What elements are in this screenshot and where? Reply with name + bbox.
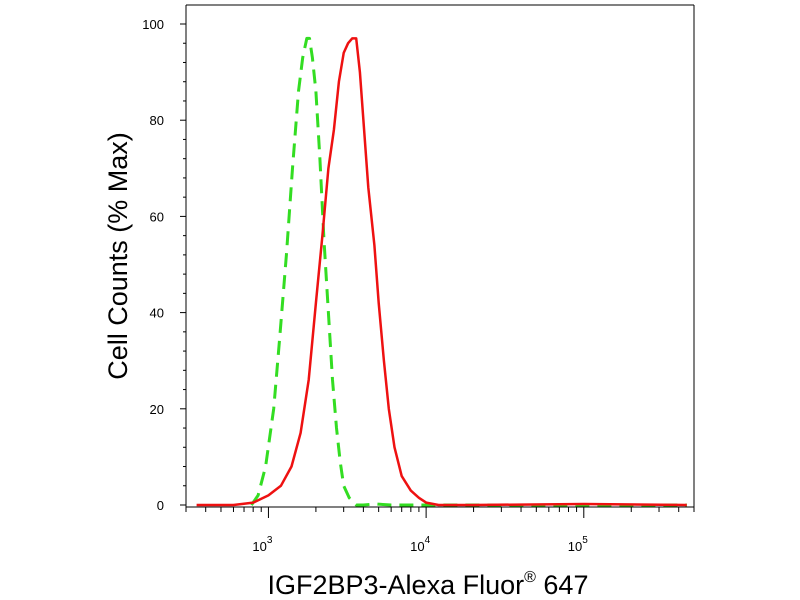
series-layer xyxy=(196,36,687,507)
x-axis-title-suffix: 647 xyxy=(536,570,589,600)
x-axis-title-superscript: ® xyxy=(524,569,536,586)
y-tick-label: 80 xyxy=(150,113,164,128)
control-series-line xyxy=(250,36,687,507)
y-tick-label: 20 xyxy=(150,402,164,417)
x-tick-base: 10 xyxy=(252,539,266,554)
sample-series-line xyxy=(196,37,687,507)
x-tick-exponent: 3 xyxy=(267,535,273,546)
y-axis-ticks: 0 20 40 60 80 100 xyxy=(142,17,186,513)
x-tick-base: 10 xyxy=(568,539,582,554)
x-tick-label: 104 xyxy=(410,535,430,554)
y-tick-label: 60 xyxy=(150,209,164,224)
y-tick-label: 40 xyxy=(150,306,164,321)
x-tick-exponent: 5 xyxy=(582,535,588,546)
plot-frame xyxy=(185,4,695,508)
x-axis-ticks: 103 104 105 xyxy=(185,507,695,554)
x-axis-title: IGF2BP3-Alexa Fluor® 647 xyxy=(268,569,589,600)
y-tick-label: 0 xyxy=(157,498,164,513)
y-tick-label: 100 xyxy=(142,17,164,32)
x-tick-base: 10 xyxy=(410,539,424,554)
x-tick-exponent: 4 xyxy=(425,535,431,546)
x-tick-label: 105 xyxy=(568,535,588,554)
y-axis-title: Cell Counts (% Max) xyxy=(103,132,133,380)
x-tick-label: 103 xyxy=(252,535,272,554)
x-axis-title-main: IGF2BP3-Alexa Fluor xyxy=(268,570,525,600)
